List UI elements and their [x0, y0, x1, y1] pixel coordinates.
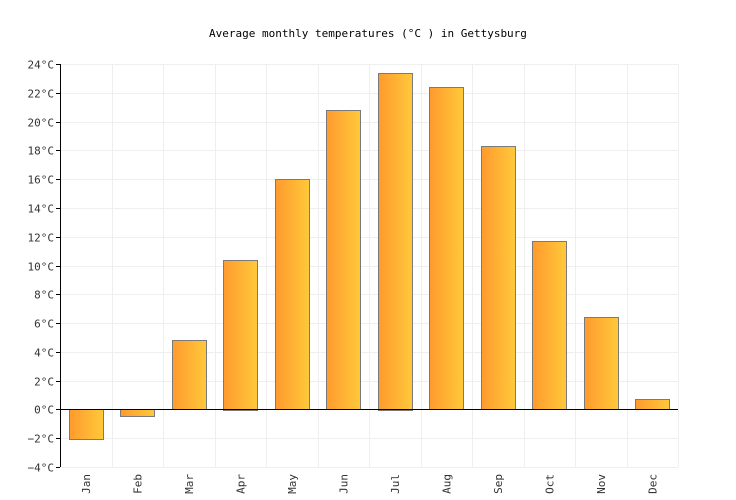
- y-tick-label: 20°C: [28, 117, 55, 130]
- y-tick-label: 10°C: [28, 261, 55, 274]
- bar-aug: [429, 87, 464, 410]
- y-tick-label: −2°C: [28, 433, 55, 446]
- y-tick-label: 6°C: [34, 318, 54, 331]
- bar-jul: [378, 73, 413, 411]
- bar-dec: [635, 399, 670, 410]
- y-tick-label: 16°C: [28, 174, 55, 187]
- bar-mar: [172, 340, 207, 410]
- y-tick-label: 8°C: [34, 289, 54, 302]
- bars: [69, 73, 670, 440]
- y-tick-label: 12°C: [28, 232, 55, 245]
- bar-jun: [326, 110, 361, 410]
- x-tick-label: Sep: [492, 474, 505, 494]
- bar-oct: [532, 241, 567, 410]
- x-tick-label: Dec: [646, 474, 659, 494]
- bar-jan: [69, 409, 104, 440]
- x-tick-label: Apr: [234, 474, 247, 494]
- y-tick-label: 18°C: [28, 145, 55, 158]
- tick-labels: −4°C −2°C 0°C 2°C 4°C 6°C 8°C 10°C 12°C 14°C 16°C 1…: [28, 59, 660, 494]
- bar-feb: [120, 409, 155, 417]
- axes: [56, 64, 678, 468]
- y-tick-label: 14°C: [28, 203, 55, 216]
- bar-may: [275, 179, 310, 410]
- x-tick-label: Aug: [440, 474, 453, 494]
- x-tick-label: Jan: [80, 474, 93, 494]
- y-tick-label: 24°C: [28, 59, 55, 72]
- x-tick-label: Mar: [183, 474, 196, 494]
- bar-sep: [481, 146, 516, 410]
- y-tick-label: 0°C: [34, 404, 54, 417]
- x-tick-label: Feb: [131, 474, 144, 494]
- x-tick-label: Nov: [595, 474, 608, 494]
- y-tick-label: −4°C: [28, 462, 55, 475]
- y-tick-label: 22°C: [28, 88, 55, 101]
- grid-lines: [60, 64, 679, 468]
- y-tick-label: 2°C: [34, 376, 54, 389]
- bar-nov: [584, 317, 619, 410]
- bar-apr: [223, 260, 258, 411]
- chart-title: Average monthly temperatures (°C ) in Ge…: [209, 27, 527, 40]
- x-tick-label: Jun: [337, 474, 350, 494]
- x-tick-label: Jul: [389, 474, 402, 494]
- y-tick-label: 4°C: [34, 347, 54, 360]
- x-tick-label: May: [286, 474, 299, 494]
- x-tick-label: Oct: [543, 474, 556, 494]
